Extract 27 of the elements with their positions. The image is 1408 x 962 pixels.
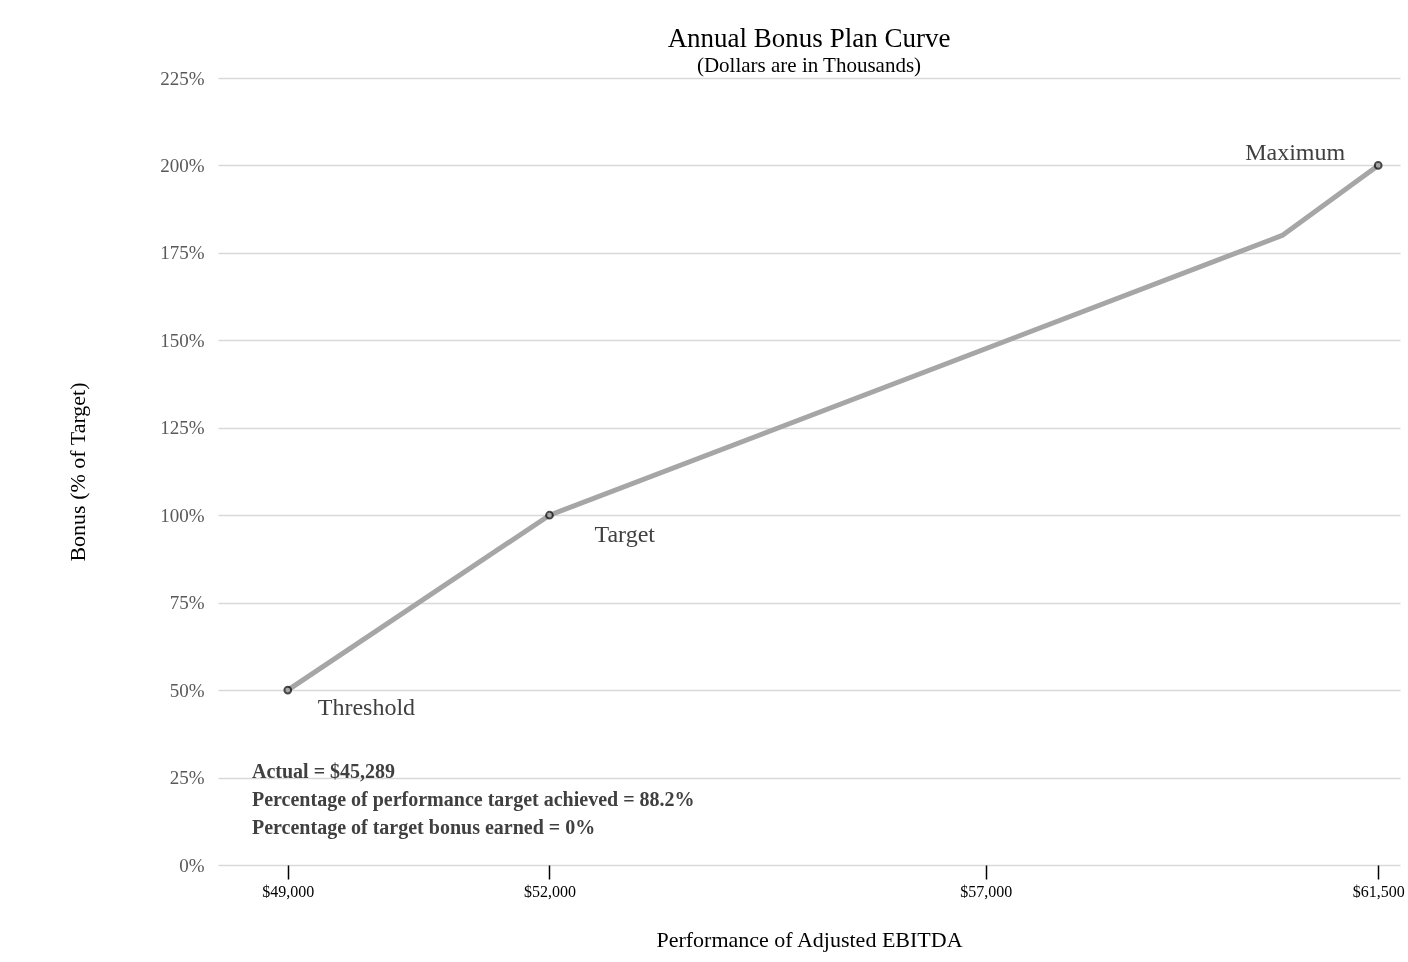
y-tick-label: 25% bbox=[169, 767, 205, 789]
y-tick-label: 200% bbox=[160, 154, 205, 176]
y-tick-label: 150% bbox=[160, 329, 205, 351]
chart-subtitle: (Dollars are in Thousands) bbox=[696, 53, 922, 77]
y-tick-label: 175% bbox=[160, 242, 205, 264]
annotation: Maximum bbox=[1245, 139, 1346, 166]
annotation: Actual = $45,289 bbox=[252, 760, 396, 782]
x-axis-title: Performance of Adjusted EBITDA bbox=[656, 926, 963, 952]
annotation: Threshold bbox=[317, 694, 416, 721]
annotation: Percentage of target bonus earned = 0% bbox=[252, 816, 596, 839]
y-tick-label: 50% bbox=[169, 679, 205, 701]
y-tick-label: 225% bbox=[160, 67, 205, 89]
y-tick-label: 125% bbox=[160, 417, 205, 439]
y-tick-label: 75% bbox=[169, 592, 205, 614]
point bbox=[545, 510, 554, 520]
y-tick-label: 100% bbox=[160, 504, 205, 526]
annotation: Percentage of performance target achieved = 88.2% bbox=[252, 788, 695, 811]
x-tick-label: $57,000 bbox=[960, 882, 1013, 900]
x-tick-label: $49,000 bbox=[262, 882, 315, 900]
x-tick-label: $52,000 bbox=[523, 882, 576, 900]
point bbox=[283, 685, 293, 695]
annotation: Target bbox=[594, 521, 656, 548]
x-tick-label: $61,500 bbox=[1352, 882, 1405, 900]
y-tick-label: 0% bbox=[179, 854, 205, 876]
point bbox=[1373, 161, 1383, 170]
chart-title: Annual Bonus Plan Curve bbox=[667, 23, 951, 53]
y-axis-title: Bonus (% of Target) bbox=[65, 382, 91, 562]
